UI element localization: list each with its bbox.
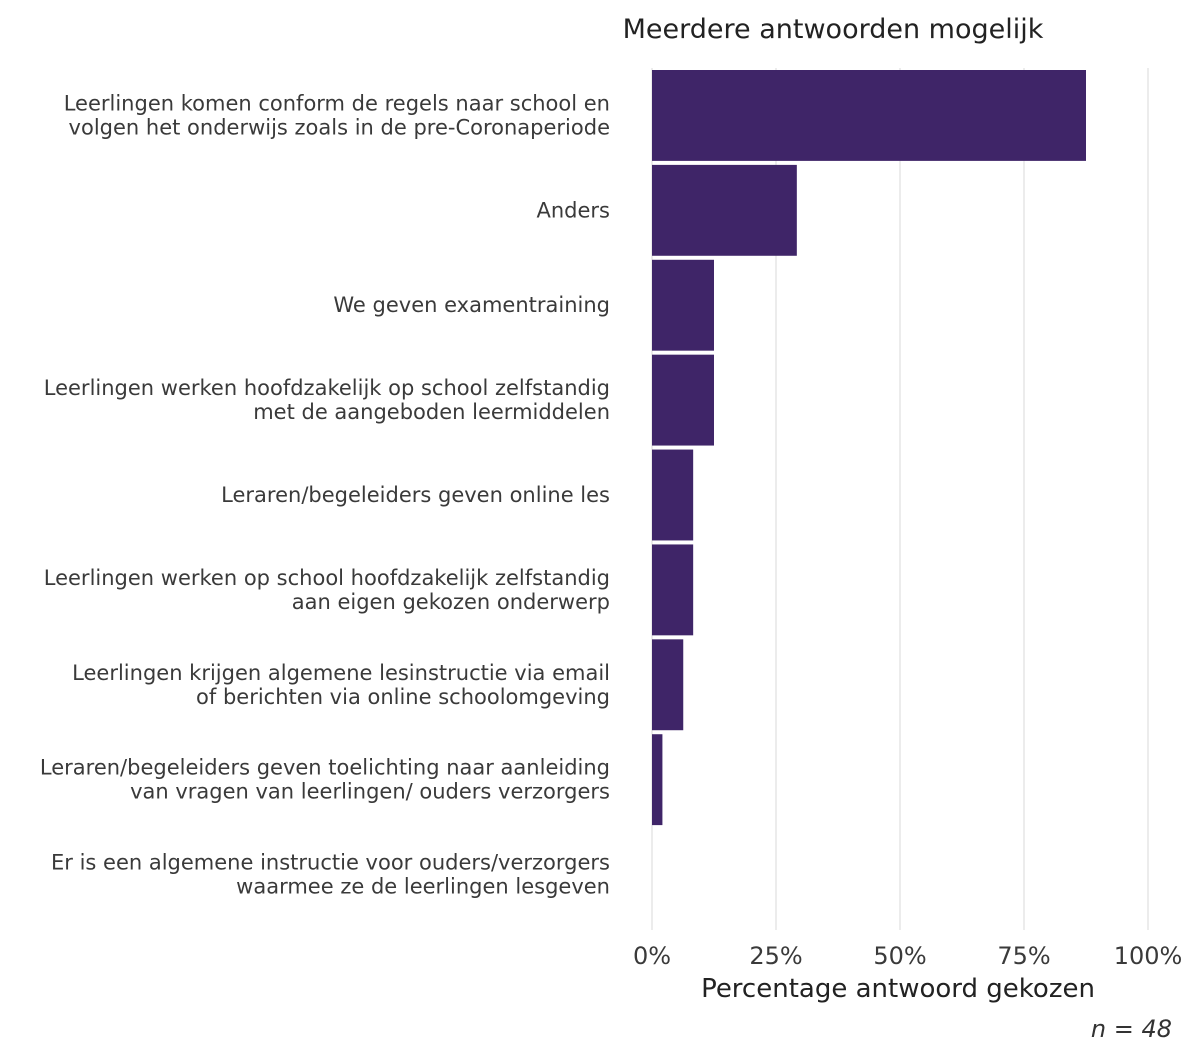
category-label-line: Leerlingen komen conform de regels naar … bbox=[64, 91, 610, 115]
category-label: Leerlingen krijgen algemene lesinstructi… bbox=[72, 661, 610, 709]
category-label-line: met de aangeboden leermiddelen bbox=[253, 400, 610, 424]
x-tick-label: 50% bbox=[873, 942, 926, 970]
bars bbox=[652, 70, 1086, 826]
chart-title: Meerdere antwoorden mogelijk bbox=[623, 14, 1044, 45]
category-label-line: We geven examentraining bbox=[333, 293, 610, 317]
bar bbox=[652, 544, 694, 636]
x-tick-label: 0% bbox=[633, 942, 671, 970]
category-labels: Leerlingen komen conform de regels naar … bbox=[40, 91, 610, 898]
category-label-line: Anders bbox=[537, 198, 611, 222]
category-label-line: Leerlingen werken hoofdzakelijk op schoo… bbox=[44, 376, 610, 400]
category-label-line: aan eigen gekozen onderwerp bbox=[292, 590, 610, 614]
bar bbox=[652, 639, 684, 731]
bar bbox=[652, 259, 714, 351]
x-tick-label: 25% bbox=[749, 942, 802, 970]
category-label-line: Leerlingen werken op school hoofdzakelij… bbox=[44, 566, 610, 590]
category-label: Leerlingen komen conform de regels naar … bbox=[64, 91, 610, 139]
category-label-line: Leraren/begeleiders geven toelichting na… bbox=[40, 756, 610, 780]
category-label: Leerlingen werken op school hoofdzakelij… bbox=[44, 566, 610, 614]
x-tick-labels: 0% 25% 50% 75% 100% bbox=[633, 942, 1182, 970]
category-label: Leerlingen werken hoofdzakelijk op schoo… bbox=[44, 376, 610, 424]
bar bbox=[652, 734, 663, 826]
category-label: Leraren/begeleiders geven online les bbox=[221, 483, 610, 507]
sample-size-note: n = 48 bbox=[1091, 1015, 1172, 1041]
x-axis-label: Percentage antwoord gekozen bbox=[701, 974, 1095, 1004]
bar bbox=[652, 449, 694, 541]
category-label: Leraren/begeleiders geven toelichting na… bbox=[40, 756, 610, 804]
category-label-line: waarmee ze de leerlingen lesgeven bbox=[236, 875, 610, 899]
category-label-line: volgen het onderwijs zoals in de pre-Cor… bbox=[69, 115, 610, 139]
category-label-line: Leerlingen krijgen algemene lesinstructi… bbox=[72, 661, 610, 685]
x-tick-label: 75% bbox=[997, 942, 1050, 970]
category-label: Er is een algemene instructie voor ouder… bbox=[51, 851, 610, 899]
category-label-line: of berichten via online schoolomgeving bbox=[196, 685, 610, 709]
category-label-line: van vragen van leerlingen/ ouders verzor… bbox=[130, 780, 610, 804]
category-label-line: Er is een algemene instructie voor ouder… bbox=[51, 851, 610, 875]
bar bbox=[652, 70, 1086, 161]
bar bbox=[652, 354, 714, 446]
category-label: Anders bbox=[537, 198, 611, 222]
category-label-line: Leraren/begeleiders geven online les bbox=[221, 483, 610, 507]
x-tick-label: 100% bbox=[1114, 942, 1183, 970]
category-label: We geven examentraining bbox=[333, 293, 610, 317]
bar bbox=[652, 164, 797, 256]
